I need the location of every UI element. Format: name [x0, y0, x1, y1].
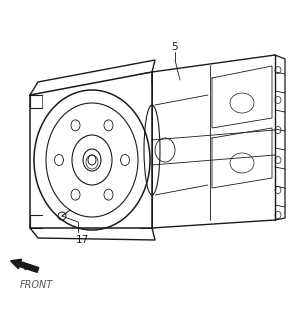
FancyArrow shape	[10, 259, 39, 272]
Text: 5: 5	[172, 42, 178, 52]
Text: FRONT: FRONT	[20, 280, 53, 290]
Text: 17: 17	[75, 235, 89, 245]
